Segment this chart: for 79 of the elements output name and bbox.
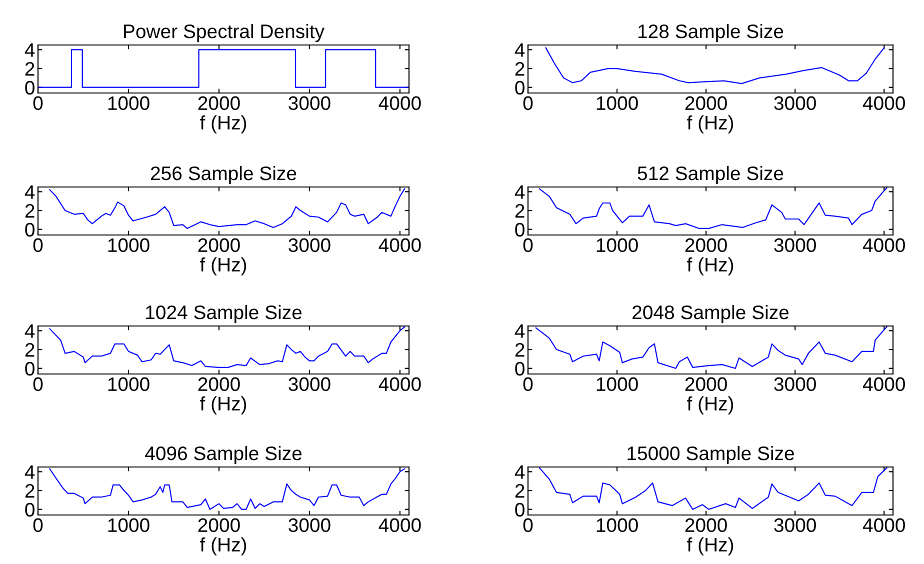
chart-title: 2048 Sample Size: [632, 304, 789, 324]
y-tick-label: 2: [515, 342, 524, 357]
y-tick-label: 2: [515, 62, 524, 76]
x-tick-label: 1000: [108, 238, 150, 252]
chart-title: 15000 Sample Size: [628, 446, 794, 464]
x-tick-label: 4000: [862, 518, 905, 532]
chart-title: 4096 Sample Size: [145, 446, 302, 464]
y-tick-label: 0: [25, 362, 34, 376]
x-tick-label: 1000: [108, 377, 150, 392]
x-tick-label: 3000: [288, 377, 330, 392]
x-tick-label: 4000: [378, 96, 421, 110]
x-tick-label: 3000: [774, 96, 816, 110]
x-axis-title: f (Hz): [200, 115, 246, 134]
x-tick-label: 1000: [596, 238, 638, 252]
x-tick-label: 1000: [596, 96, 638, 110]
x-tick-label: 1000: [108, 518, 150, 532]
x-tick-label: 3000: [774, 238, 816, 252]
y-tick-label: 0: [515, 362, 524, 376]
x-tick-label: 4000: [378, 377, 421, 392]
x-tick-label: 2000: [198, 377, 240, 392]
x-axis-title: f (Hz): [200, 537, 246, 556]
y-tick-label: 4: [514, 185, 525, 199]
line-series: [535, 326, 888, 369]
y-tick-label: 2: [25, 484, 34, 498]
x-tick-label: 4000: [862, 377, 905, 392]
y-tick-label: 4: [24, 43, 35, 57]
line-series: [545, 47, 885, 84]
line-series: [49, 468, 406, 510]
x-tick-label: 2000: [198, 518, 240, 532]
y-tick-label: 2: [25, 62, 34, 76]
chart-title: 1024 Sample Size: [146, 304, 302, 324]
x-tick-label: 3000: [774, 518, 816, 532]
y-tick-label: 0: [515, 222, 524, 237]
y-tick-label: 4: [24, 324, 35, 338]
line-series: [539, 467, 888, 510]
x-axis-title: f (Hz): [687, 537, 734, 556]
x-tick-label: 3000: [288, 238, 330, 252]
x-tick-label: 1000: [108, 96, 150, 110]
line-series: [539, 187, 888, 229]
y-tick-label: 4: [514, 465, 525, 479]
chart-title: 256 Sample Size: [150, 166, 296, 184]
x-tick-label: 3000: [288, 518, 330, 532]
chart-title: 512 Sample Size: [638, 166, 784, 184]
x-tick-label: 2000: [685, 518, 727, 532]
chart-title: 128 Sample Size: [638, 24, 784, 42]
y-tick-label: 0: [25, 502, 34, 517]
x-axis-title: f (Hz): [687, 257, 734, 276]
x-axis-title: f (Hz): [687, 115, 734, 134]
x-tick-label: 3000: [774, 377, 816, 392]
y-tick-label: 0: [515, 80, 524, 95]
y-tick-label: 0: [25, 222, 34, 237]
x-tick-label: 2000: [685, 238, 727, 252]
x-tick-label: 3000: [288, 96, 330, 110]
x-axis-title: f (Hz): [200, 396, 246, 414]
x-tick-label: 2000: [198, 96, 240, 110]
y-tick-label: 4: [24, 465, 35, 479]
x-tick-label: 4000: [862, 96, 905, 110]
x-tick-label: 2000: [685, 377, 727, 392]
y-tick-label: 2: [25, 342, 34, 357]
x-tick-label: 1000: [596, 518, 638, 532]
y-tick-label: 4: [514, 324, 525, 338]
x-tick-label: 2000: [685, 96, 727, 110]
y-tick-label: 2: [515, 484, 524, 498]
x-tick-label: 1000: [596, 377, 638, 392]
line-series: [49, 326, 406, 368]
x-tick-label: 4000: [862, 238, 905, 252]
line-series: [49, 188, 406, 229]
y-tick-label: 4: [24, 185, 35, 199]
x-axis-title: f (Hz): [687, 396, 734, 414]
y-tick-label: 4: [514, 43, 525, 57]
x-tick-label: 2000: [198, 238, 240, 252]
y-tick-label: 0: [25, 80, 34, 95]
y-tick-label: 0: [515, 502, 524, 517]
x-tick-label: 4000: [378, 238, 421, 252]
x-tick-label: 4000: [378, 518, 421, 532]
y-tick-label: 2: [515, 204, 524, 218]
x-axis-title: f (Hz): [200, 257, 246, 276]
y-tick-label: 2: [25, 204, 34, 218]
chart-title: Power Spectral Density: [124, 24, 325, 42]
